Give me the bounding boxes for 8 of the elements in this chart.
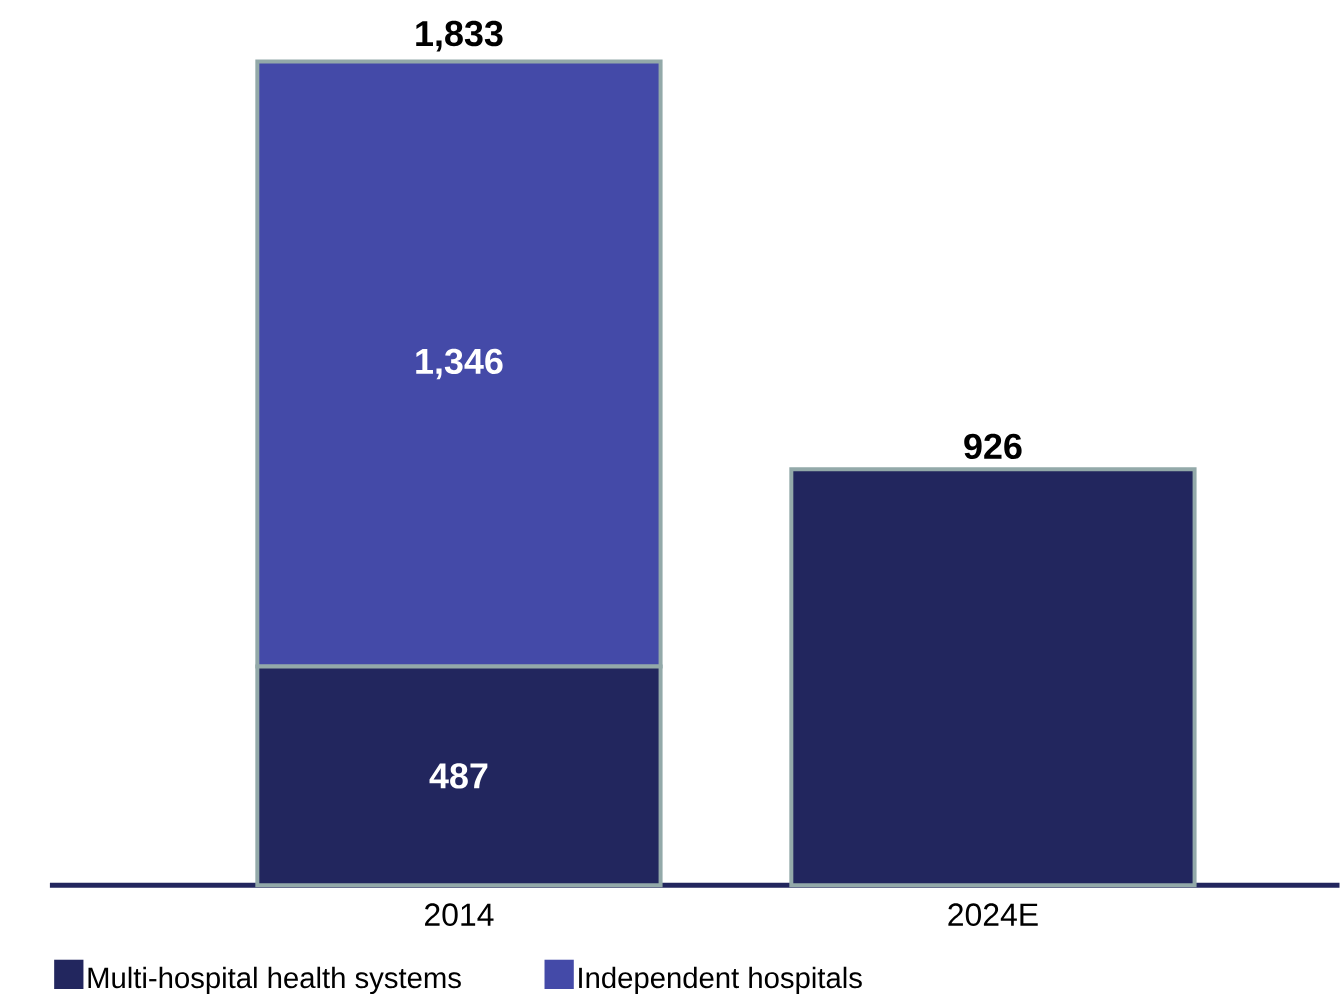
data-label: 487	[429, 763, 488, 789]
legend-label: Independent hospitals	[579, 966, 862, 994]
x-tick-label: 2024E	[948, 903, 1038, 926]
x-tick-label: 2014	[425, 903, 494, 926]
data-label: 1,346	[416, 348, 503, 380]
total-label: 926	[964, 433, 1022, 459]
legend-label: Multi-hospital health systems	[88, 966, 461, 994]
total-label: 1,833	[416, 20, 503, 52]
